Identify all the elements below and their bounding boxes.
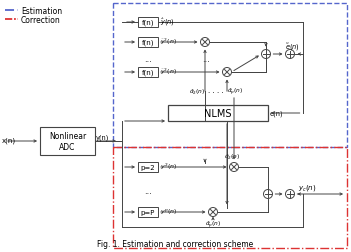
Circle shape <box>200 38 210 47</box>
Text: f(n): f(n) <box>142 40 154 46</box>
Text: Estimation: Estimation <box>21 7 62 15</box>
Text: p=2: p=2 <box>141 164 155 170</box>
Bar <box>168 106 268 121</box>
Text: $\tilde{y}^2(n)$: $\tilde{y}^2(n)$ <box>160 37 177 47</box>
Text: $y_c(n)$: $y_c(n)$ <box>298 182 317 192</box>
Circle shape <box>230 163 238 172</box>
Text: NLMS: NLMS <box>204 109 232 118</box>
Circle shape <box>261 50 271 59</box>
Text: Nonlinear
ADC: Nonlinear ADC <box>49 132 86 151</box>
Text: $\tilde{y}^2(n)$: $\tilde{y}^2(n)$ <box>160 67 177 77</box>
Bar <box>138 38 158 48</box>
Text: f(n): f(n) <box>142 70 154 76</box>
Circle shape <box>208 208 218 217</box>
Text: x(n): x(n) <box>2 137 16 144</box>
Bar <box>138 207 158 217</box>
Bar <box>113 147 347 248</box>
Text: $y^2(n)$: $y^2(n)$ <box>160 161 177 171</box>
Text: $y^p(n)$: $y^p(n)$ <box>160 207 177 216</box>
Circle shape <box>285 50 294 59</box>
Text: Fig. 1. Estimation and correction scheme: Fig. 1. Estimation and correction scheme <box>97 239 253 248</box>
Circle shape <box>264 190 272 199</box>
Bar <box>138 162 158 172</box>
Text: $\hat{\alpha}_2(n)$: $\hat{\alpha}_2(n)$ <box>189 87 205 97</box>
Text: e(n): e(n) <box>270 110 284 117</box>
Bar <box>138 18 158 28</box>
Text: $\hat{\alpha}_p(n)$: $\hat{\alpha}_p(n)$ <box>205 219 221 230</box>
Text: y(n): y(n) <box>96 134 110 141</box>
Text: $\hat{\alpha}_2(n)$: $\hat{\alpha}_2(n)$ <box>224 151 240 161</box>
Circle shape <box>285 190 294 199</box>
Text: $\hat{y}(n)$: $\hat{y}(n)$ <box>160 16 175 27</box>
Circle shape <box>223 68 232 77</box>
Text: ...: ... <box>144 54 152 63</box>
Bar <box>138 68 158 78</box>
Text: $\tilde{e}(n)$: $\tilde{e}(n)$ <box>285 41 300 52</box>
Text: f(n): f(n) <box>142 20 154 26</box>
Text: ...: ... <box>202 54 210 63</box>
Text: Correction: Correction <box>21 15 61 24</box>
Text: $\hat{\alpha}_p(n)$: $\hat{\alpha}_p(n)$ <box>227 86 243 97</box>
Bar <box>113 4 347 147</box>
Bar <box>40 128 95 155</box>
Text: ...: ... <box>144 186 152 195</box>
Text: p=P: p=P <box>141 209 155 215</box>
Text: . . . .: . . . . <box>208 88 224 94</box>
